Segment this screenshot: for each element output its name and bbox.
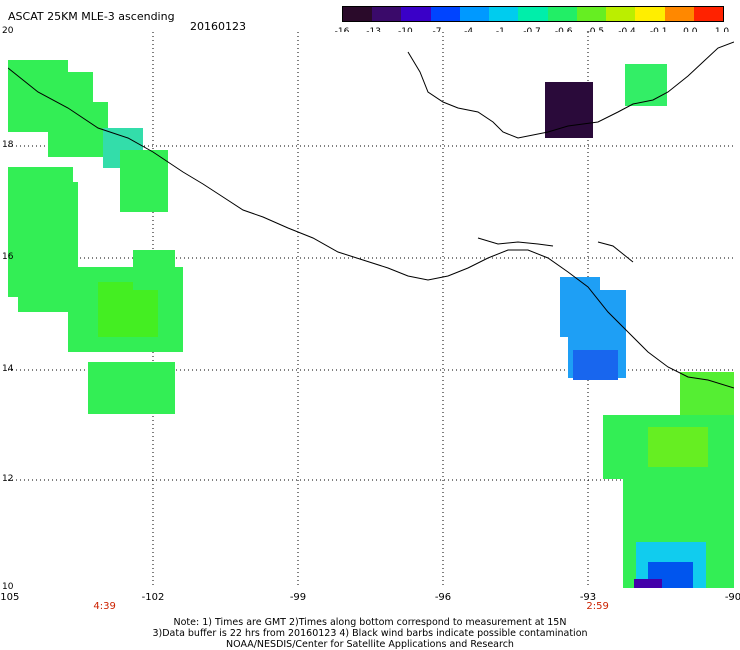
color-scale-segment	[343, 7, 373, 21]
latitude-label: 20	[2, 26, 14, 36]
longitude-label: -93	[579, 592, 597, 603]
coastline	[8, 41, 734, 389]
color-scale-segment	[606, 7, 636, 21]
latitude-label: 16	[2, 252, 14, 262]
longitude-label: -99	[289, 592, 307, 603]
swath-time-label: 4:39	[93, 601, 116, 612]
product-title: ASCAT 25KM MLE-3 ascending	[8, 10, 175, 23]
latitude-label: 14	[2, 364, 14, 374]
longitude-label: -102	[141, 592, 165, 603]
color-scale-bar	[342, 6, 724, 22]
longitude-label: -105	[0, 592, 20, 603]
swath-time-label: 2:59	[586, 601, 609, 612]
color-scale-segment	[430, 7, 460, 21]
color-scale-segment	[489, 7, 519, 21]
note-line-2: 3)Data buffer is 22 hrs from 20160123 4)…	[152, 628, 588, 639]
wind-data-swaths	[8, 60, 734, 588]
longitude-label: -90	[724, 592, 740, 603]
color-scale-segment	[459, 7, 490, 21]
longitude-label: -96	[434, 592, 452, 603]
color-scale-segment	[635, 7, 665, 21]
longitude-labels: -105 -102 -99 -96 -93 -90	[0, 592, 740, 606]
latitude-label: 18	[2, 140, 14, 150]
latitude-label: 12	[2, 474, 14, 484]
color-scale-segment	[547, 7, 577, 21]
color-scale-segment	[372, 7, 402, 21]
latitude-label: 10	[2, 582, 14, 592]
color-scale-segment	[693, 7, 724, 21]
map-panel	[8, 32, 734, 588]
color-scale-segment	[664, 7, 694, 21]
color-scale-segment	[576, 7, 607, 21]
note-line-1: Note: 1) Times are GMT 2)Times along bot…	[173, 617, 567, 628]
product-date: 20160123	[190, 20, 246, 33]
note-line-3: NOAA/NESDIS/Center for Satellite Applica…	[226, 639, 514, 650]
color-scale-segment	[518, 7, 548, 21]
color-scale-segment	[401, 7, 431, 21]
